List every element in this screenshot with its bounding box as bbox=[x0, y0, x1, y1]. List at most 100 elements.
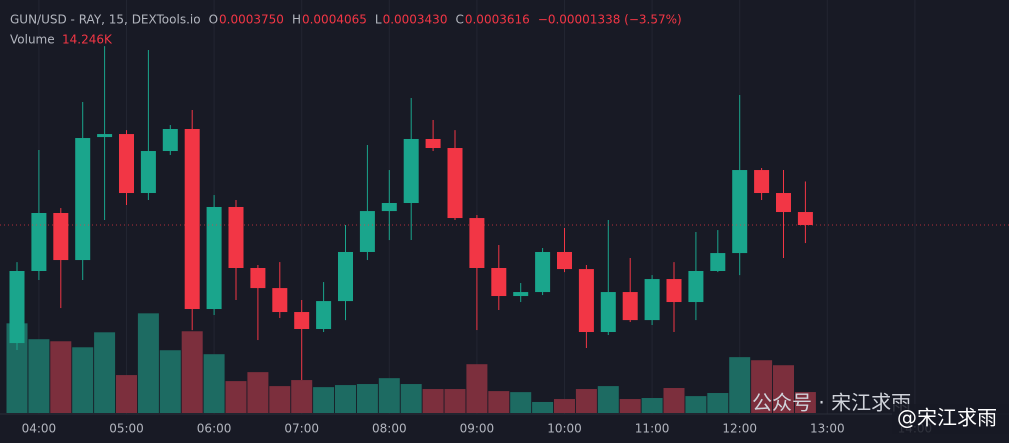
x-tick-label: 13:00 bbox=[810, 422, 845, 436]
volume-bar bbox=[6, 323, 28, 413]
volume-bar bbox=[116, 375, 137, 413]
volume-bar bbox=[707, 393, 729, 413]
candle-body bbox=[732, 170, 748, 254]
volume-bar bbox=[335, 385, 356, 413]
candle-body bbox=[9, 271, 25, 344]
candle-body bbox=[359, 211, 375, 252]
candle-body bbox=[97, 134, 113, 138]
change-value: −0.00001338 (−3.57%) bbox=[538, 13, 682, 27]
ohlc-value: 0.0004065 bbox=[302, 13, 367, 27]
candle-body bbox=[491, 267, 507, 297]
volume-bar bbox=[291, 380, 313, 413]
volume-bar bbox=[50, 341, 72, 413]
volume-bar bbox=[641, 398, 663, 413]
candle-body bbox=[294, 312, 310, 330]
x-tick-label: 10:00 bbox=[547, 422, 582, 436]
candle-body bbox=[447, 148, 463, 219]
x-tick-label: 06:00 bbox=[197, 422, 232, 436]
volume-bar bbox=[532, 401, 554, 413]
candle-body bbox=[162, 129, 178, 152]
volume-bar bbox=[663, 388, 685, 413]
volume-bar bbox=[619, 399, 641, 413]
volume-bar bbox=[554, 399, 575, 413]
candle-body bbox=[535, 251, 551, 293]
volume-bar bbox=[685, 396, 707, 413]
candle-body bbox=[140, 151, 156, 194]
volume-bar bbox=[137, 313, 159, 413]
ohlc-label: H bbox=[292, 13, 301, 27]
x-tick-label: 07:00 bbox=[284, 422, 319, 436]
ohlc-label: O bbox=[209, 13, 218, 27]
candle-body bbox=[119, 134, 134, 194]
volume-bar bbox=[313, 387, 335, 413]
volume-bar bbox=[466, 364, 488, 413]
x-tick-label: 08:00 bbox=[372, 422, 407, 436]
watermark-handle: @宋江求雨 bbox=[897, 406, 997, 430]
candle-body bbox=[754, 170, 770, 194]
volume-bar bbox=[181, 331, 203, 413]
volume-bar bbox=[510, 392, 532, 413]
volume-bar bbox=[225, 381, 247, 413]
volume-bar bbox=[751, 360, 773, 413]
candle-body bbox=[600, 292, 616, 333]
volume-bar bbox=[597, 386, 619, 413]
candle-body bbox=[557, 251, 572, 270]
candle-body bbox=[425, 138, 441, 149]
candle-body bbox=[75, 138, 91, 261]
candle-body bbox=[469, 218, 485, 268]
volume-pane bbox=[6, 313, 816, 413]
candle-body bbox=[513, 292, 529, 297]
volume-bar bbox=[488, 391, 510, 413]
volume-bar bbox=[378, 378, 400, 413]
volume-bar bbox=[575, 389, 597, 413]
volume-bar bbox=[794, 392, 816, 413]
candle-body bbox=[776, 193, 791, 213]
volume-label: Volume bbox=[10, 33, 55, 47]
candle-body bbox=[644, 279, 660, 321]
x-tick-label: 11:00 bbox=[635, 422, 670, 436]
volume-bar bbox=[356, 384, 378, 413]
candle-body bbox=[688, 271, 704, 303]
volume-bar bbox=[72, 347, 94, 413]
candle-body bbox=[666, 279, 682, 303]
candle-body bbox=[797, 212, 813, 226]
volume-bar bbox=[159, 350, 181, 413]
volume-value: 14.246K bbox=[62, 33, 113, 47]
ohlc-label: L bbox=[375, 13, 382, 27]
x-tick-label: 12:00 bbox=[722, 422, 757, 436]
candle-body bbox=[228, 206, 244, 268]
volume-bar bbox=[247, 372, 269, 413]
watermark: 公众号 · 宋江求雨 bbox=[752, 391, 911, 415]
candle-body bbox=[31, 212, 47, 272]
volume-bar bbox=[422, 389, 444, 413]
volume-bar bbox=[729, 357, 751, 413]
candle-body bbox=[250, 267, 266, 289]
legend: GUN/USD - RAY, 15, DEXTools.io Volume 14… bbox=[10, 13, 682, 47]
candle-body bbox=[710, 253, 726, 272]
x-tick-label: 04:00 bbox=[22, 422, 57, 436]
ohlc-value: 0.0003616 bbox=[465, 13, 530, 27]
candle-body bbox=[53, 212, 69, 261]
volume-bar bbox=[94, 332, 116, 413]
candle-body bbox=[184, 129, 200, 310]
volume-bar bbox=[28, 339, 50, 413]
candle-body bbox=[622, 292, 638, 321]
ohlc-label: C bbox=[455, 13, 463, 27]
x-tick-label: 09:00 bbox=[460, 422, 495, 436]
watermark-bg bbox=[892, 404, 1009, 434]
price-pane bbox=[0, 46, 1009, 381]
volume-bar bbox=[400, 384, 422, 413]
candle-body bbox=[316, 301, 332, 330]
volume-bar bbox=[773, 365, 794, 413]
ohlc-value: 0.0003430 bbox=[383, 13, 448, 27]
candle-body bbox=[381, 203, 397, 212]
x-tick-label: 05:00 bbox=[109, 422, 144, 436]
volume-bar bbox=[269, 386, 291, 413]
volume-bar bbox=[203, 354, 225, 413]
candle-body bbox=[578, 269, 594, 333]
candle-body bbox=[272, 288, 288, 313]
candle-body bbox=[403, 138, 419, 204]
volume-bar bbox=[444, 389, 466, 413]
candle-body bbox=[206, 206, 222, 310]
